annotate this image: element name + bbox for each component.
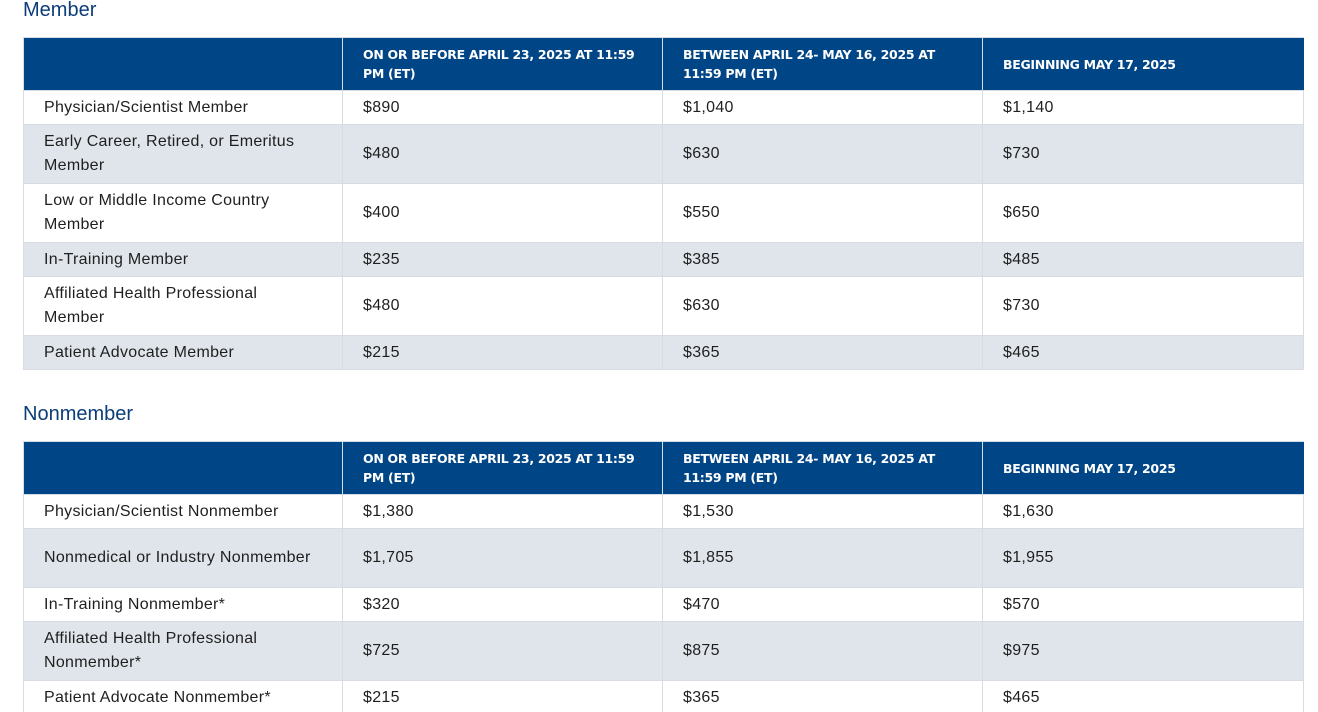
price-cell: $215 [342,680,663,712]
price-cell: $975 [982,621,1304,681]
category-cell: Low or Middle Income Country Member [23,183,343,243]
header-late-rate: BEGINNING MAY 17, 2025 [982,441,1304,495]
category-cell: Physician/Scientist Member [23,90,343,125]
header-category [23,37,343,91]
member-section-title: Member [23,0,97,21]
price-cell: $365 [662,335,983,370]
table-row: Physician/Scientist Nonmember $1,380 $1,… [23,494,1304,529]
price-cell: $485 [982,242,1304,277]
price-cell: $480 [342,276,663,336]
price-cell: $730 [982,276,1304,336]
price-cell: $465 [982,680,1304,712]
category-cell: Affiliated Health Professional Nonmember… [23,621,343,681]
price-cell: $650 [982,183,1304,243]
category-cell: Patient Advocate Member [23,335,343,370]
table-header-row: ON OR BEFORE APRIL 23, 2025 AT 11:59 PM … [23,441,1304,495]
header-advance-rate: BETWEEN APRIL 24- MAY 16, 2025 AT 11:59 … [662,441,983,495]
price-cell: $1,040 [662,90,983,125]
table-header-row: ON OR BEFORE APRIL 23, 2025 AT 11:59 PM … [23,37,1304,91]
category-cell: Early Career, Retired, or Emeritus Membe… [23,124,343,184]
price-cell: $570 [982,587,1304,622]
price-cell: $465 [982,335,1304,370]
price-cell: $1,530 [662,494,983,529]
price-cell: $1,705 [342,528,663,588]
price-cell: $1,380 [342,494,663,529]
member-fee-table: ON OR BEFORE APRIL 23, 2025 AT 11:59 PM … [23,37,1304,370]
price-cell: $550 [662,183,983,243]
price-cell: $470 [662,587,983,622]
price-cell: $630 [662,124,983,184]
nonmember-section-title: Nonmember [23,403,134,425]
price-cell: $1,140 [982,90,1304,125]
table-row: Early Career, Retired, or Emeritus Membe… [23,124,1304,184]
table-row: Patient Advocate Nonmember* $215 $365 $4… [23,680,1304,712]
price-cell: $385 [662,242,983,277]
price-cell: $215 [342,335,663,370]
price-cell: $1,630 [982,494,1304,529]
price-cell: $235 [342,242,663,277]
category-cell: Affiliated Health Professional Member [23,276,343,336]
price-cell: $630 [662,276,983,336]
category-cell: In-Training Nonmember* [23,587,343,622]
price-cell: $725 [342,621,663,681]
price-cell: $730 [982,124,1304,184]
category-cell: In-Training Member [23,242,343,277]
header-late-rate: BEGINNING MAY 17, 2025 [982,37,1304,91]
price-cell: $1,955 [982,528,1304,588]
table-row: Affiliated Health Professional Nonmember… [23,621,1304,681]
price-cell: $890 [342,90,663,125]
header-advance-rate: BETWEEN APRIL 24- MAY 16, 2025 AT 11:59 … [662,37,983,91]
nonmember-fee-table: ON OR BEFORE APRIL 23, 2025 AT 11:59 PM … [23,441,1304,712]
price-cell: $875 [662,621,983,681]
table-row: Physician/Scientist Member $890 $1,040 $… [23,90,1304,125]
table-row: Nonmedical or Industry Nonmember $1,705 … [23,528,1304,588]
price-cell: $1,855 [662,528,983,588]
table-row: Patient Advocate Member $215 $365 $465 [23,335,1304,370]
header-category [23,441,343,495]
header-early-rate: ON OR BEFORE APRIL 23, 2025 AT 11:59 PM … [342,37,663,91]
category-cell: Nonmedical or Industry Nonmember [23,528,343,588]
price-cell: $480 [342,124,663,184]
table-row: In-Training Member $235 $385 $485 [23,242,1304,277]
category-cell: Patient Advocate Nonmember* [23,680,343,712]
price-cell: $365 [662,680,983,712]
category-cell: Physician/Scientist Nonmember [23,494,343,529]
table-row: In-Training Nonmember* $320 $470 $570 [23,587,1304,622]
header-early-rate: ON OR BEFORE APRIL 23, 2025 AT 11:59 PM … [342,441,663,495]
price-cell: $320 [342,587,663,622]
table-row: Low or Middle Income Country Member $400… [23,183,1304,243]
price-cell: $400 [342,183,663,243]
table-row: Affiliated Health Professional Member $4… [23,276,1304,336]
